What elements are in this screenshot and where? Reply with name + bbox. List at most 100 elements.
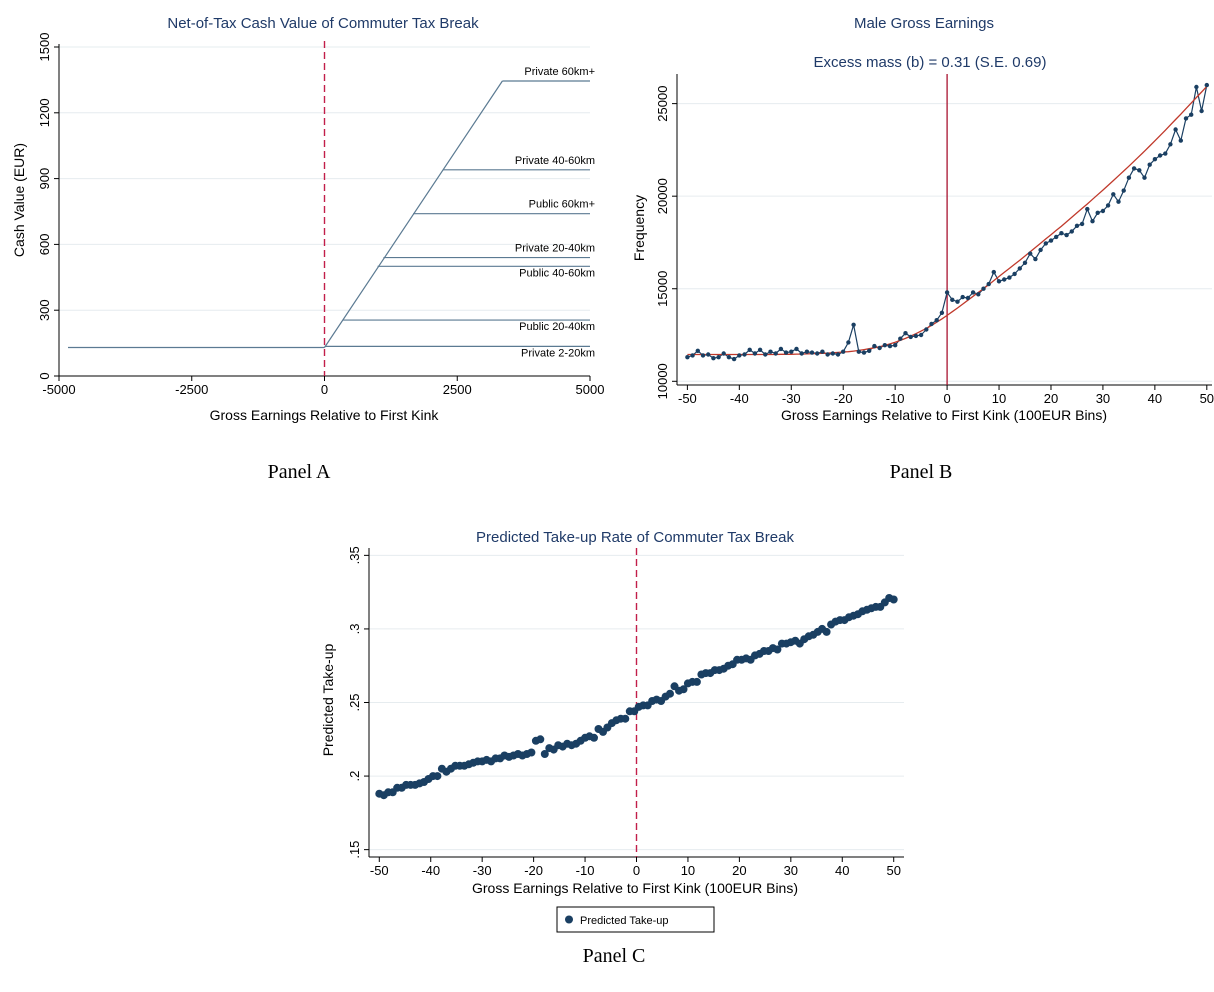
observed-point bbox=[882, 343, 887, 348]
observed-point bbox=[1059, 231, 1064, 236]
y-tick-label: .25 bbox=[347, 693, 362, 711]
observed-point bbox=[731, 356, 737, 362]
y-tick-label: 1500 bbox=[37, 33, 52, 62]
observed-point bbox=[1111, 192, 1116, 197]
y-tick-label: 300 bbox=[37, 299, 52, 321]
x-tick-label: 30 bbox=[784, 863, 798, 878]
series-label: Private 40-60km bbox=[515, 155, 595, 167]
observed-point bbox=[1194, 84, 1199, 90]
observed-point bbox=[778, 346, 784, 352]
panel-b-title: Male Gross Earnings bbox=[854, 15, 994, 32]
observed-point bbox=[1178, 138, 1184, 143]
observed-point bbox=[903, 331, 908, 336]
observed-point bbox=[1028, 251, 1033, 256]
observed-point bbox=[1002, 277, 1007, 282]
x-tick-label: -30 bbox=[782, 391, 801, 406]
x-tick-label: 5000 bbox=[576, 382, 605, 397]
y-tick-label: 1200 bbox=[37, 98, 52, 127]
observed-point bbox=[1085, 206, 1090, 212]
observed-point bbox=[1157, 153, 1163, 158]
observed-point bbox=[825, 352, 830, 357]
observed-point bbox=[1090, 219, 1095, 224]
y-tick-label: 25000 bbox=[655, 86, 670, 122]
observed-point bbox=[1204, 82, 1210, 88]
takeup-point bbox=[679, 685, 688, 694]
observed-point bbox=[944, 290, 950, 295]
series-label: Public 20-40km bbox=[519, 321, 595, 333]
panel-a-ticks: 0 300 600 900 1200 1500 -5000 -2500 0 2500 5000 bbox=[37, 33, 604, 397]
x-tick-label: -40 bbox=[730, 391, 749, 406]
observed-point bbox=[695, 348, 700, 353]
observed-point bbox=[721, 351, 726, 356]
x-tick-label: 20 bbox=[1044, 391, 1058, 406]
observed-point bbox=[1069, 229, 1075, 234]
observed-point bbox=[737, 353, 742, 358]
x-tick-label: -30 bbox=[473, 863, 492, 878]
x-tick-label: -50 bbox=[678, 391, 697, 406]
takeup-point bbox=[540, 750, 549, 758]
takeup-point bbox=[590, 733, 598, 742]
x-tick-label: 30 bbox=[1096, 391, 1110, 406]
y-tick-label: 600 bbox=[37, 234, 52, 256]
observed-point bbox=[1007, 275, 1012, 280]
observed-point bbox=[763, 352, 768, 357]
observed-point bbox=[861, 350, 867, 355]
x-tick-label: 40 bbox=[835, 863, 849, 878]
observed-point bbox=[742, 352, 747, 357]
observed-point bbox=[1152, 157, 1158, 162]
observed-point bbox=[929, 321, 934, 327]
observed-point bbox=[1043, 241, 1049, 246]
panel-c-caption: Panel C bbox=[583, 945, 646, 967]
x-tick-label: 50 bbox=[1200, 391, 1214, 406]
observed-point bbox=[1142, 175, 1147, 180]
observed-point bbox=[1100, 208, 1106, 214]
panel-a: Net-of-Tax Cash Value of Commuter Tax Br… bbox=[11, 15, 604, 483]
x-tick-label: -40 bbox=[421, 863, 440, 878]
observed-point bbox=[752, 351, 758, 356]
x-tick-label: 0 bbox=[633, 863, 640, 878]
panel-c-ticks: .15 .2 .25 .3 .35 -50 -40 -30 -20 -10 0 10 20 30 40 50 bbox=[347, 546, 901, 878]
x-tick-label: -20 bbox=[524, 863, 543, 878]
observed-point bbox=[908, 334, 913, 340]
x-tick-label: -20 bbox=[834, 391, 853, 406]
observed-point bbox=[1137, 168, 1142, 173]
takeup-point bbox=[433, 772, 442, 781]
observed-point bbox=[1147, 162, 1152, 167]
observed-point bbox=[939, 310, 945, 315]
observed-point bbox=[898, 336, 903, 341]
observed-point bbox=[960, 294, 965, 300]
x-tick-label: -50 bbox=[370, 863, 389, 878]
panel-b: Male Gross Earnings Excess mass (b) = 0.… bbox=[631, 15, 1214, 483]
observed-point bbox=[789, 349, 794, 354]
legend-box bbox=[556, 906, 715, 933]
x-tick-label: 2500 bbox=[443, 382, 472, 397]
x-tick-label: 10 bbox=[992, 391, 1006, 406]
x-tick-label: -10 bbox=[886, 391, 905, 406]
takeup-point bbox=[889, 595, 898, 604]
observed-point bbox=[846, 340, 851, 345]
observed-point bbox=[996, 279, 1002, 284]
observed-point bbox=[877, 345, 882, 351]
x-tick-label: 50 bbox=[886, 863, 900, 878]
x-tick-label: -10 bbox=[576, 863, 595, 878]
observed-point bbox=[1199, 108, 1204, 114]
observed-point bbox=[830, 351, 835, 356]
observed-point bbox=[872, 343, 877, 349]
observed-point bbox=[934, 318, 939, 323]
panel-a-caption: Panel A bbox=[268, 461, 331, 483]
observed-point bbox=[1121, 188, 1126, 193]
x-tick-label: -5000 bbox=[42, 382, 75, 397]
observed-point bbox=[918, 332, 924, 338]
observed-point bbox=[851, 322, 856, 327]
y-tick-label: 900 bbox=[37, 168, 52, 190]
x-tick-label: 0 bbox=[943, 391, 950, 406]
observed-point bbox=[1064, 232, 1069, 238]
observed-point bbox=[757, 347, 763, 352]
observed-point bbox=[726, 355, 732, 360]
observed-point bbox=[976, 292, 981, 297]
x-tick-label: -2500 bbox=[175, 382, 208, 397]
observed-point bbox=[716, 355, 721, 360]
x-tick-label: 0 bbox=[321, 382, 328, 397]
observed-point bbox=[685, 355, 690, 360]
